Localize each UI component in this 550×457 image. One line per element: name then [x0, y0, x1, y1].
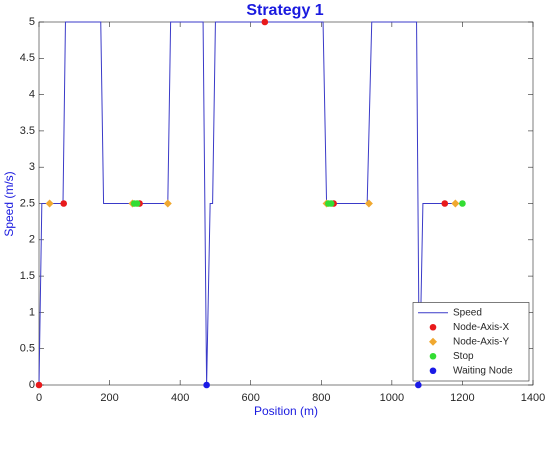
x-tick-label: 200	[100, 392, 118, 404]
y-tick-label: 3	[29, 161, 35, 173]
y-tick-label: 0.5	[20, 343, 35, 355]
diamond-marker	[364, 199, 373, 208]
legend-label: Speed	[453, 307, 482, 318]
chart-title: Strategy 1	[246, 2, 323, 19]
circle-marker	[429, 367, 437, 375]
y-tick-label: 0	[29, 379, 35, 391]
circle-marker	[133, 200, 141, 207]
x-tick-label: 1400	[521, 392, 545, 404]
circle-marker	[459, 200, 466, 207]
y-tick-label: 2	[29, 234, 35, 246]
circle-marker	[429, 352, 437, 360]
x-tick-label: 600	[242, 392, 260, 404]
x-tick-label: 1200	[450, 392, 474, 404]
circle-marker	[203, 381, 210, 389]
circle-marker	[415, 381, 422, 389]
circle-marker	[327, 200, 335, 207]
y-tick-label: 3.5	[20, 125, 35, 137]
x-tick-label: 800	[312, 392, 330, 404]
x-tick-label: 400	[171, 392, 189, 404]
diamond-marker	[45, 199, 54, 208]
x-tick-label: 0	[36, 392, 42, 404]
y-tick-label: 2.5	[20, 197, 35, 209]
legend: Speed Node-Axis-X Node-Axis-Y Stop Waiting N…	[412, 302, 530, 382]
circle-marker	[261, 18, 269, 26]
circle-marker	[35, 381, 43, 389]
y-tick-label: 4.5	[20, 52, 35, 64]
x-tick-label: 1000	[380, 392, 404, 404]
legend-label: Node-Axis-Y	[453, 336, 509, 347]
legend-label: Stop	[453, 351, 474, 362]
y-tick-label: 1.5	[20, 270, 35, 282]
diamond-marker	[163, 199, 172, 208]
speed-line	[38, 21, 463, 386]
y-tick-label: 5	[29, 16, 35, 28]
y-axis-label: Speed (m/s)	[2, 171, 16, 236]
y-tick-label: 4	[29, 89, 35, 101]
legend-label: Waiting Node	[453, 365, 513, 376]
legend-label: Node-Axis-X	[453, 322, 509, 333]
diamond-marker	[429, 337, 437, 346]
circle-marker	[429, 323, 437, 331]
circle-marker	[60, 200, 67, 207]
y-tick-label: 1	[29, 306, 35, 318]
diamond-marker	[451, 199, 460, 208]
x-axis-label: Position (m)	[254, 404, 318, 418]
circle-marker	[441, 200, 449, 207]
